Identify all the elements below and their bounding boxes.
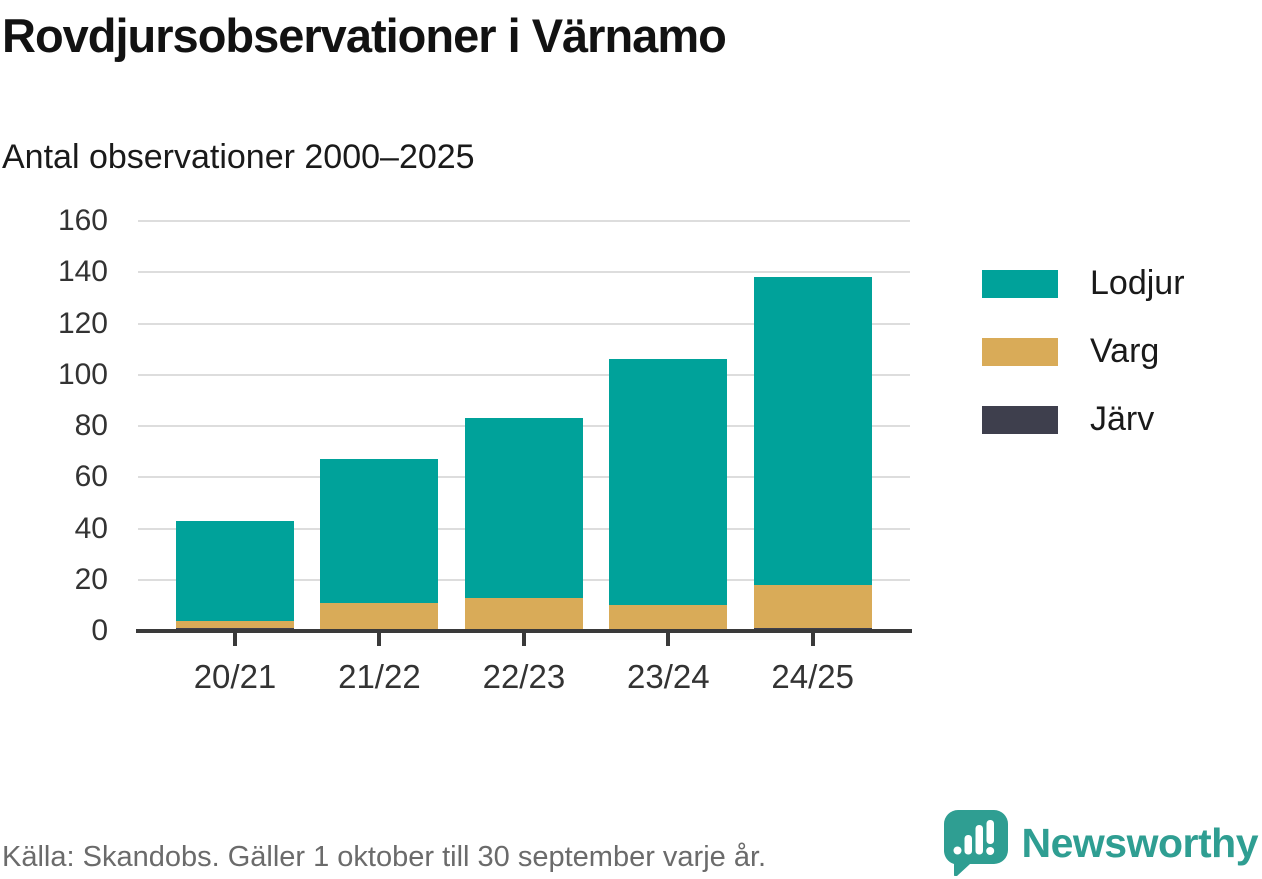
bar-21/22 <box>320 459 439 631</box>
newsworthy-logo: Newsworthy <box>943 810 1259 876</box>
x-axis-tick <box>666 633 671 646</box>
bar-segment-lodjur <box>609 359 728 606</box>
bar-24/25 <box>753 277 872 631</box>
y-axis-tick-label: 0 <box>91 614 108 647</box>
legend-swatch-järv <box>982 405 1058 434</box>
legend-swatch-lodjur <box>982 269 1058 298</box>
bar-segment-lodjur <box>753 277 872 585</box>
chart-subtitle: Antal observationer 2000–2025 <box>2 138 475 176</box>
gridline-100 <box>138 373 910 376</box>
legend-label: Järv <box>1090 400 1155 438</box>
bar-segment-varg <box>320 602 439 631</box>
chart-title: Rovdjursobservationer i Värnamo <box>2 9 727 62</box>
x-axis-tick-label: 23/24 <box>627 658 710 695</box>
legend-item-järv: Järv <box>982 400 1185 439</box>
legend-item-lodjur: Lodjur <box>982 264 1185 303</box>
x-axis-tick <box>377 633 382 646</box>
y-axis-tick-label: 60 <box>74 460 108 494</box>
x-axis-tick-label: 21/22 <box>338 658 421 695</box>
y-axis-tick-label: 40 <box>74 511 108 545</box>
legend-swatch-varg <box>982 337 1058 366</box>
y-axis-tick-label: 100 <box>57 357 108 391</box>
x-axis-tick <box>233 633 237 646</box>
bar-segment-lodjur <box>464 418 583 598</box>
newsworthy-wordmark: Newsworthy <box>1021 819 1259 866</box>
y-axis-tick-label: 160 <box>57 204 108 237</box>
gridline-160 <box>138 220 910 222</box>
x-axis-tick <box>521 633 526 646</box>
y-axis-tick-label: 140 <box>57 255 108 289</box>
newsworthy-logo-icon <box>943 810 1008 876</box>
source-note: Källa: Skandobs. Gäller 1 oktober till 3… <box>2 841 767 873</box>
bar-23/24 <box>609 359 728 631</box>
bar-segment-varg <box>176 620 294 629</box>
x-axis-tick <box>810 633 815 646</box>
y-axis-tick-label: 20 <box>74 562 108 596</box>
legend-label: Lodjur <box>1090 264 1185 302</box>
legend-item-varg: Varg <box>982 332 1185 371</box>
x-axis-tick-label: 24/25 <box>771 658 854 695</box>
y-axis-tick-label: 80 <box>74 409 108 442</box>
gridline-120 <box>138 322 910 325</box>
x-axis-tick-label: 22/23 <box>482 658 566 695</box>
x-axis-tick-label: 20/21 <box>193 658 277 695</box>
bar-20/21 <box>176 520 294 631</box>
x-axis-line <box>136 629 912 633</box>
legend: Lodjur Varg Järv <box>982 264 1185 468</box>
bar-segment-varg <box>609 605 728 631</box>
legend-label: Varg <box>1090 332 1160 370</box>
bar-segment-varg <box>464 597 583 631</box>
gridline-140 <box>138 271 910 274</box>
bar-segment-varg <box>753 584 872 629</box>
bar-segment-lodjur <box>176 520 294 621</box>
bar-segment-lodjur <box>320 459 439 603</box>
bar-22/23 <box>464 418 583 631</box>
y-axis-tick-label: 120 <box>57 306 108 340</box>
